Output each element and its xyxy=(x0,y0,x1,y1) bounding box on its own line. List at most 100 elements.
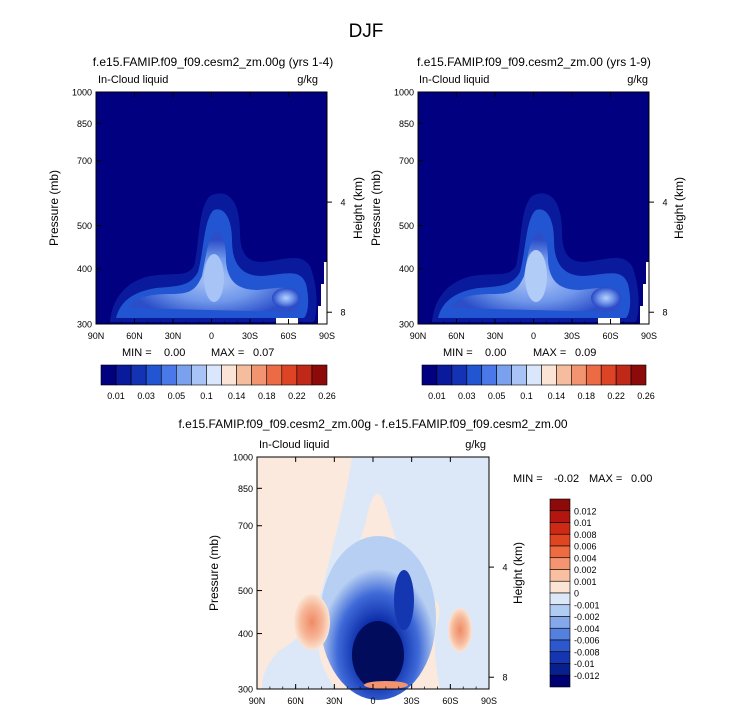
colorbar-box xyxy=(615,364,632,386)
colorbar-label: -0.004 xyxy=(574,624,600,634)
colorbar-label: -0.008 xyxy=(574,647,600,657)
colorbar-box xyxy=(549,510,571,523)
colorbar-label: 0.001 xyxy=(574,577,597,587)
min-value: -0.02 xyxy=(554,473,579,485)
colorbar-box xyxy=(160,364,177,386)
panel-right: f.e15.FAMIP.f09_f09.cesm2_zm.00 (yrs 1-9… xyxy=(369,55,686,401)
colorbar: 0.01 0.03 0.05 0.1 0.14 0.18 0.22 0.26 xyxy=(100,364,336,401)
y-tick-label: 1000 xyxy=(233,453,253,463)
colorbar-box xyxy=(549,616,571,629)
y-right-tick-label: 8 xyxy=(340,308,345,318)
field-plot xyxy=(96,92,327,324)
axes: 90N 60N 30N 0 30S 60S 90S 300 400 500 700 850 1000 8 4 xyxy=(394,88,668,342)
positive-lobe-north xyxy=(294,594,330,650)
x-tick-label: 90N xyxy=(249,696,266,706)
field-plot xyxy=(418,92,649,324)
y-tick-label: 500 xyxy=(399,221,414,231)
colorbar-label: 0.01 xyxy=(574,518,592,528)
topography-mask xyxy=(640,262,649,324)
colorbar-label: 0.22 xyxy=(288,391,306,401)
y-tick-label: 400 xyxy=(399,264,414,274)
y-tick-label: 700 xyxy=(238,521,253,531)
colorbar-box xyxy=(451,364,468,386)
min-value: 0.00 xyxy=(485,347,506,359)
y-tick-label: 1000 xyxy=(72,88,92,98)
max-label: MAX = xyxy=(211,347,244,359)
colorbar-box xyxy=(549,580,571,594)
colorbar-label: 0.012 xyxy=(574,506,597,516)
y-tick-label: 400 xyxy=(238,629,253,639)
x-tick-label: 90N xyxy=(88,331,105,341)
min-label: MIN = xyxy=(443,347,473,359)
x-tick-label: 30S xyxy=(564,331,580,341)
colorbar-box xyxy=(549,639,571,653)
x-tick-label: 30N xyxy=(326,696,343,706)
panel-title: f.e15.FAMIP.f09_f09.cesm2_zm.00g - f.e15… xyxy=(178,417,567,431)
y-axis-label: Pressure (mb) xyxy=(47,170,61,246)
y-tick-label: 850 xyxy=(399,119,414,129)
min-label: MIN = xyxy=(513,473,543,485)
y-tick-label: 700 xyxy=(399,156,414,166)
field-plot xyxy=(257,457,489,700)
colorbar-box xyxy=(206,364,222,386)
topography-mask-antarctica xyxy=(598,318,620,324)
y-right-tick-label: 8 xyxy=(502,673,507,683)
colorbar-box xyxy=(585,364,602,386)
colorbar-box xyxy=(549,592,571,606)
colorbar-box xyxy=(251,364,268,386)
axes: 90N 60N 30N 0 30S 60S 90S 300 400 500 700 850 1000 8 4 xyxy=(72,88,346,342)
colorbar-label: 0.22 xyxy=(607,391,625,401)
variable-label: In-Cloud liquid xyxy=(419,74,489,86)
colorbar-label: 0.26 xyxy=(318,391,336,401)
panel-difference: f.e15.FAMIP.f09_f09.cesm2_zm.00g - f.e15… xyxy=(178,417,652,706)
colorbar-label: 0.008 xyxy=(574,530,597,540)
x-tick-label: 30N xyxy=(487,331,504,341)
x-tick-label: 90S xyxy=(319,331,335,341)
colorbar-label: 0.26 xyxy=(637,391,655,401)
colorbar-label: -0.006 xyxy=(574,636,600,646)
colorbar-label: -0.001 xyxy=(574,600,600,610)
units-label: g/kg xyxy=(297,74,318,86)
colorbar-box xyxy=(541,364,557,386)
x-tick-label: 60N xyxy=(287,696,304,706)
negative-lobe xyxy=(394,570,414,630)
colorbar-box xyxy=(236,364,252,386)
x-tick-label: 60S xyxy=(442,696,458,706)
y-right-tick-label: 4 xyxy=(340,198,345,208)
max-value: 0.07 xyxy=(253,347,274,359)
colorbar-label: 0.18 xyxy=(578,391,596,401)
colorbar-box xyxy=(549,545,571,559)
colorbar-label: -0.012 xyxy=(574,671,600,681)
colorbar-label: 0.1 xyxy=(520,391,533,401)
variable-label: In-Cloud liquid xyxy=(259,439,329,451)
colorbar-label: -0.002 xyxy=(574,612,600,622)
y-axis-label-right: Height (km) xyxy=(511,542,525,604)
x-tick-label: 0 xyxy=(370,696,375,706)
colorbar-box xyxy=(549,533,571,547)
colorbar-label: 0.05 xyxy=(168,391,186,401)
colorbar-box xyxy=(511,364,527,386)
colorbar-label: 0.01 xyxy=(428,391,446,401)
contour-peak-tropics xyxy=(204,254,224,302)
positive-surface xyxy=(364,681,408,689)
max-label: MAX = xyxy=(589,473,622,485)
min-label: MIN = xyxy=(122,347,152,359)
colorbar-box xyxy=(436,364,453,386)
colorbar-box xyxy=(526,364,542,386)
colorbar-label: 0.1 xyxy=(200,391,213,401)
colorbar-box xyxy=(549,569,571,582)
x-tick-label: 90S xyxy=(481,696,497,706)
colorbar-box xyxy=(549,663,571,676)
colorbar-box xyxy=(556,364,572,386)
colorbar-label: 0.006 xyxy=(574,542,597,552)
y-tick-label: 850 xyxy=(238,484,253,494)
colorbar: 0.0120.010.0080.0060.0040.0020.0010-0.00… xyxy=(549,498,600,688)
max-label: MAX = xyxy=(533,347,566,359)
contour-peak-south xyxy=(591,287,621,309)
y-tick-label: 500 xyxy=(238,586,253,596)
colorbar-box xyxy=(571,364,587,386)
colorbar-label: 0.18 xyxy=(258,391,276,401)
y-right-tick-label: 8 xyxy=(662,308,667,318)
units-label: g/kg xyxy=(465,439,486,451)
